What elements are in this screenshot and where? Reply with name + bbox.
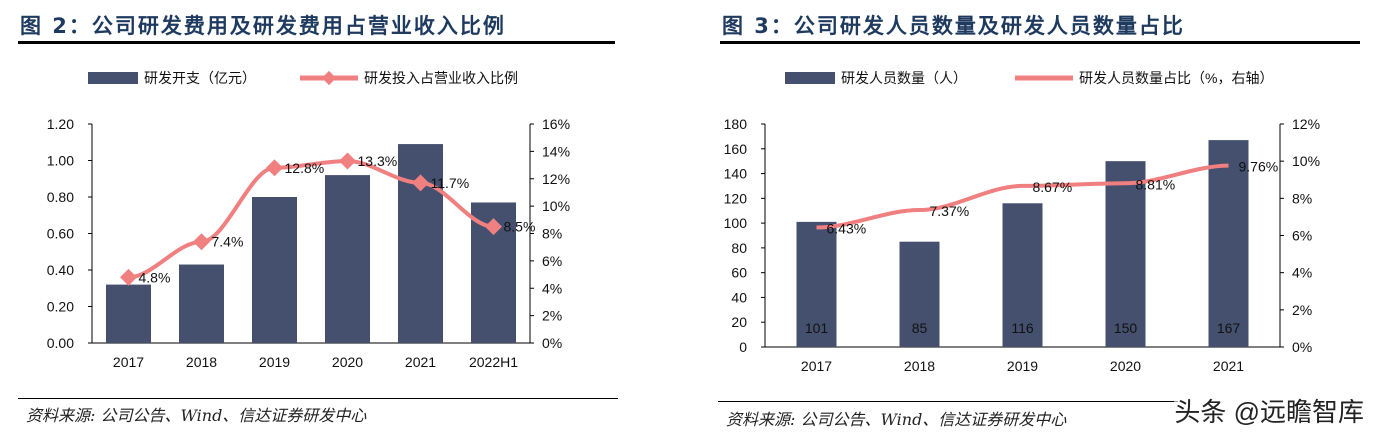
y2-tick-label: 8% (1292, 190, 1312, 206)
bar (1002, 203, 1043, 347)
line-marker (339, 152, 356, 170)
line-data-label: 8.67% (1033, 179, 1073, 195)
line-data-label: 9.76% (1239, 159, 1279, 175)
y2-tick-label: 10% (542, 198, 570, 214)
legend-line-label: 研发人员数量占比（%，右轴） (1079, 70, 1273, 86)
legend-bar-label: 研发人员数量（人） (841, 70, 967, 86)
x-tick-label: 2022H1 (469, 354, 518, 370)
x-tick-label: 2020 (1110, 358, 1141, 374)
line-data-label: 13.3% (358, 153, 398, 169)
y2-tick-label: 12% (1292, 116, 1320, 132)
legend-line-label: 研发投入占营业收入比例 (364, 70, 518, 86)
bar-data-label: 167 (1217, 320, 1241, 336)
line-marker (412, 174, 429, 192)
x-tick-label: 2019 (1007, 358, 1038, 374)
y2-tick-label: 8% (542, 226, 562, 242)
line-marker (120, 268, 137, 286)
watermark: 头条 @远瞻智库 (1174, 392, 1364, 429)
line-series (816, 163, 1229, 230)
y-tick-label: 0.00 (47, 335, 74, 351)
legend-bar-swatch (88, 72, 138, 84)
left-title-rule (18, 41, 615, 44)
x-tick-label: 2021 (405, 354, 436, 370)
left-source: 资料来源: 公司公告、Wind、信达证券研发中心 (26, 406, 367, 425)
line-marker (193, 233, 210, 251)
y2-tick-label: 2% (1292, 302, 1312, 318)
y-tick-label: 180 (724, 116, 748, 132)
y2-tick-label: 12% (542, 171, 570, 187)
y2-tick-label: 16% (542, 116, 570, 132)
y-tick-label: 100 (724, 215, 748, 231)
right-chart-title: 图 3：公司研发人员数量及研发人员数量占比 (722, 14, 1185, 38)
y-tick-label: 0.40 (47, 262, 74, 278)
y2-tick-label: 0% (542, 335, 562, 351)
y2-tick-label: 10% (1292, 153, 1320, 169)
x-tick-label: 2019 (259, 354, 290, 370)
y2-tick-label: 2% (542, 308, 562, 324)
bar (796, 221, 837, 347)
right-title-rule (720, 41, 1360, 44)
x-tick-label: 2018 (904, 358, 935, 374)
y2-tick-label: 6% (542, 253, 562, 269)
y2-tick-label: 4% (542, 280, 562, 296)
line-marker (266, 159, 283, 177)
line-data-label: 11.7% (431, 175, 470, 191)
bar (106, 284, 151, 343)
x-tick-label: 2021 (1213, 358, 1244, 374)
y-tick-label: 40 (731, 289, 747, 305)
legend-bar-swatch (785, 72, 835, 84)
bar (325, 175, 370, 343)
y-tick-label: 1.00 (47, 153, 74, 169)
y-tick-label: 60 (731, 265, 747, 281)
line-data-label: 8.81% (1136, 176, 1176, 192)
y-tick-label: 160 (724, 141, 748, 157)
bar-data-label: 85 (912, 320, 928, 336)
y2-tick-label: 4% (1292, 265, 1312, 281)
bar (1208, 140, 1249, 347)
legend-diamond-marker (321, 70, 337, 86)
x-tick-label: 2020 (332, 354, 363, 370)
bar (899, 241, 940, 347)
y-tick-label: 140 (724, 166, 748, 182)
left-chart-title: 图 2：公司研发费用及研发费用占营业收入比例 (20, 14, 506, 38)
bar-data-label: 101 (805, 320, 829, 336)
line-data-label: 7.37% (930, 203, 970, 219)
legend-bar-label: 研发开支（亿元） (144, 70, 256, 86)
y-tick-label: 80 (731, 240, 747, 256)
y-tick-label: 0.60 (47, 226, 74, 242)
bar (1105, 161, 1146, 347)
right-source-rule (718, 401, 1178, 402)
y-tick-label: 0.20 (47, 299, 74, 315)
line-data-label: 12.8% (285, 160, 325, 176)
left-source-rule (18, 398, 618, 399)
line-data-label: 7.4% (212, 234, 244, 250)
y-tick-label: 0 (739, 339, 747, 355)
bar (179, 264, 224, 343)
y-tick-label: 0.80 (47, 189, 74, 205)
line-marker (485, 218, 502, 236)
x-tick-label: 2017 (801, 358, 832, 374)
x-tick-label: 2018 (186, 354, 217, 370)
line-data-label: 6.43% (827, 221, 867, 237)
bar-data-label: 116 (1011, 320, 1034, 336)
line-data-label: 8.5% (504, 219, 536, 235)
right-source: 资料来源: 公司公告、Wind、信达证券研发中心 (726, 410, 1067, 429)
y2-tick-label: 0% (1292, 339, 1312, 355)
x-tick-label: 2017 (113, 354, 144, 370)
y2-tick-label: 14% (542, 143, 570, 159)
bar-data-label: 150 (1114, 320, 1138, 336)
line-data-label: 4.8% (139, 269, 171, 285)
y-tick-label: 120 (724, 190, 748, 206)
y-tick-label: 20 (731, 314, 747, 330)
y-tick-label: 1.20 (47, 116, 74, 132)
y2-tick-label: 6% (1292, 228, 1312, 244)
bar (252, 197, 297, 343)
